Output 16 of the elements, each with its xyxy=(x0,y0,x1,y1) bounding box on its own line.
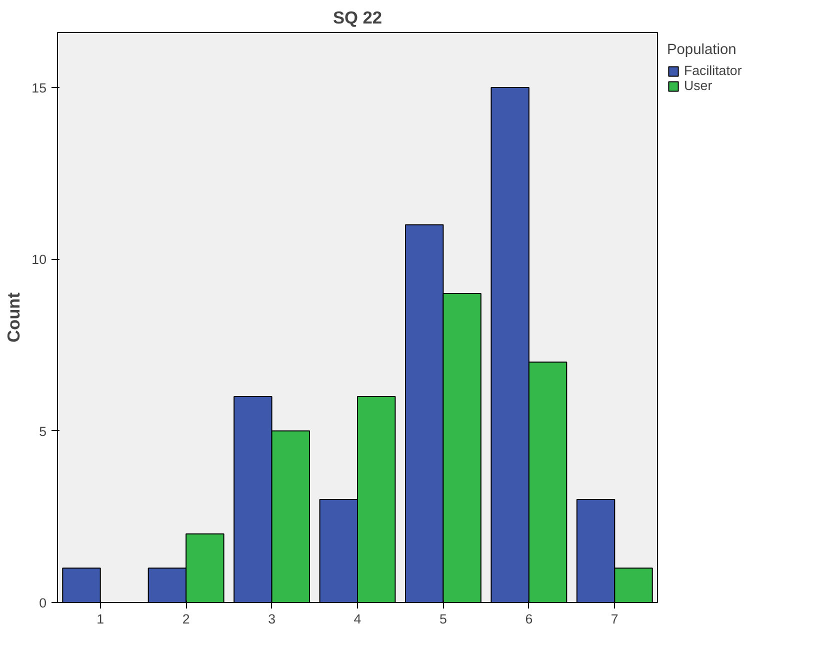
x-tick-label: 6 xyxy=(525,612,533,626)
legend-label: User xyxy=(684,78,712,93)
x-tick-label: 7 xyxy=(610,612,618,626)
y-axis-title: Count xyxy=(4,292,24,343)
y-tick-label: 10 xyxy=(32,252,47,268)
x-tick-label: 1 xyxy=(96,612,104,626)
x-tick-label: 3 xyxy=(268,612,276,626)
x-tick-label: 4 xyxy=(354,612,362,626)
y-tick-label: 0 xyxy=(39,596,47,610)
x-tick-label: 5 xyxy=(440,612,447,626)
x-tick-label: 2 xyxy=(182,612,190,626)
legend-title: Population xyxy=(667,42,738,58)
legend-label: Facilitator xyxy=(684,63,742,78)
y-tick-label: 5 xyxy=(39,424,47,439)
y-tick-label: 15 xyxy=(32,80,47,96)
chart-title: SQ 22 xyxy=(332,8,382,28)
